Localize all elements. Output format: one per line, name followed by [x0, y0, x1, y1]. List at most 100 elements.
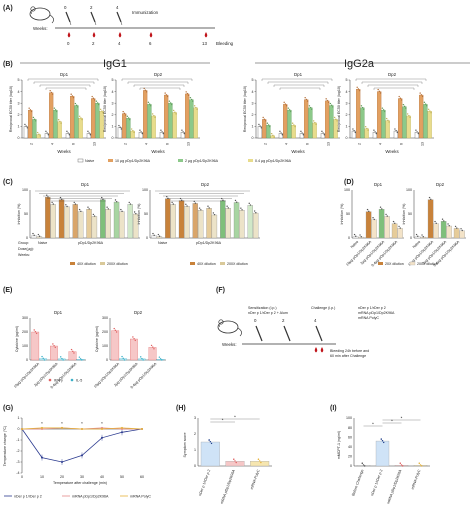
y-tick-label: 100 — [142, 188, 148, 192]
data-point — [258, 460, 261, 462]
bar — [143, 90, 148, 139]
x-tick-label: mRNA pDp1/Dp2K96A — [386, 468, 402, 504]
data-point — [134, 339, 136, 342]
sensitization-label: Sensitization (i.p.) — [248, 306, 277, 310]
data-point — [281, 134, 284, 136]
syringe-icon — [65, 11, 72, 26]
data-point — [293, 124, 295, 126]
data-point — [291, 122, 294, 124]
bar — [304, 99, 309, 139]
data-point — [53, 107, 56, 109]
data-point — [428, 196, 431, 199]
data-point — [367, 129, 369, 131]
data-point — [87, 130, 89, 133]
bar — [64, 206, 70, 239]
data-point — [74, 203, 77, 205]
data-point — [122, 357, 124, 359]
significance-star: * — [81, 421, 83, 426]
data-point — [152, 346, 154, 348]
data-point — [30, 110, 33, 113]
bar — [329, 105, 334, 139]
bar — [391, 223, 398, 239]
data-point — [24, 123, 26, 126]
data-point — [399, 227, 401, 229]
y-tick-label: 0 — [18, 136, 20, 140]
data-point — [373, 129, 375, 131]
data-point — [207, 205, 209, 207]
panel-f-letter: (F) — [216, 287, 225, 294]
y-tick-label: 200 — [22, 330, 28, 334]
bar — [170, 204, 176, 239]
bar — [86, 133, 92, 139]
data-point — [119, 126, 121, 128]
x-tick-label: 0 — [21, 475, 23, 479]
bar — [360, 107, 365, 139]
y-tick-label: 2 — [194, 432, 196, 436]
data-point — [387, 119, 389, 122]
y-tick-label: 0 — [194, 464, 196, 468]
legend-label: 40X dilution — [197, 262, 216, 266]
data-point — [124, 114, 127, 116]
data-point — [93, 99, 96, 101]
data-point — [417, 235, 419, 237]
bar — [453, 228, 460, 239]
bar — [44, 133, 50, 139]
significance-star: * — [222, 418, 224, 423]
x-tick-label: 13 — [327, 142, 331, 146]
data-point — [150, 344, 153, 347]
legend-swatch — [70, 262, 75, 265]
data-point — [422, 236, 424, 238]
bar — [50, 204, 56, 239]
data-point — [443, 220, 445, 222]
x-tick-label: mRNA PolyC — [411, 469, 422, 490]
bar — [440, 221, 447, 239]
data-point — [54, 346, 56, 349]
bar — [77, 211, 84, 239]
panel-h: (H) 0 1 2 3 nDer p 1/rDer p 2 mRNA pDp1/Dp2K9… — [176, 405, 272, 505]
subplot-title: Dp1 — [60, 72, 69, 77]
data-point — [129, 118, 131, 121]
data-point — [306, 100, 309, 102]
y-tick-label: 5 — [252, 78, 254, 82]
challenge-item: mRNA pDp1/Dp2K96A — [358, 311, 395, 315]
data-point — [241, 209, 243, 211]
data-point — [61, 357, 63, 360]
data-point — [78, 115, 81, 117]
data-point — [25, 125, 27, 127]
data-point — [300, 130, 302, 133]
data-point — [418, 462, 420, 464]
data-point — [227, 207, 230, 209]
subplot-title: Dp1 — [81, 182, 90, 187]
bar — [446, 225, 452, 239]
subplot-title: Dp2 — [154, 72, 163, 77]
legend-label: mRNA pDp1/Dp2K96A — [72, 495, 109, 499]
data-point — [386, 215, 388, 217]
data-point — [187, 94, 190, 97]
data-point — [96, 102, 99, 104]
data-point — [372, 217, 374, 219]
data-point — [398, 225, 400, 228]
data-point — [294, 125, 296, 128]
legend-swatch — [100, 262, 105, 265]
data-point — [78, 356, 81, 358]
data-point — [327, 101, 330, 103]
data-point — [419, 92, 421, 94]
legend-swatch — [220, 262, 225, 265]
immunization-week: 4 — [116, 5, 119, 10]
group-vaccine-label: pDp1/Dp2K96A — [78, 241, 104, 245]
y-tick-label: 3 — [112, 101, 114, 105]
data-point — [77, 106, 79, 108]
bar — [262, 119, 267, 139]
x-axis-label: Weeks — [57, 149, 71, 154]
data-point — [151, 113, 154, 115]
significance-star: * — [61, 421, 63, 426]
data-point — [255, 212, 257, 214]
y-tick-label: 5 — [112, 78, 114, 82]
y-axis-label: Cytokine (pg/ml) — [95, 326, 99, 352]
igg-subplot: Dp2 0 1 2 3 4 5 Reciprocal EC50 titer (log10) 2 4… — [103, 72, 200, 154]
bar — [172, 112, 177, 139]
data-point — [400, 99, 403, 101]
data-point — [150, 105, 152, 107]
bar — [377, 91, 382, 139]
